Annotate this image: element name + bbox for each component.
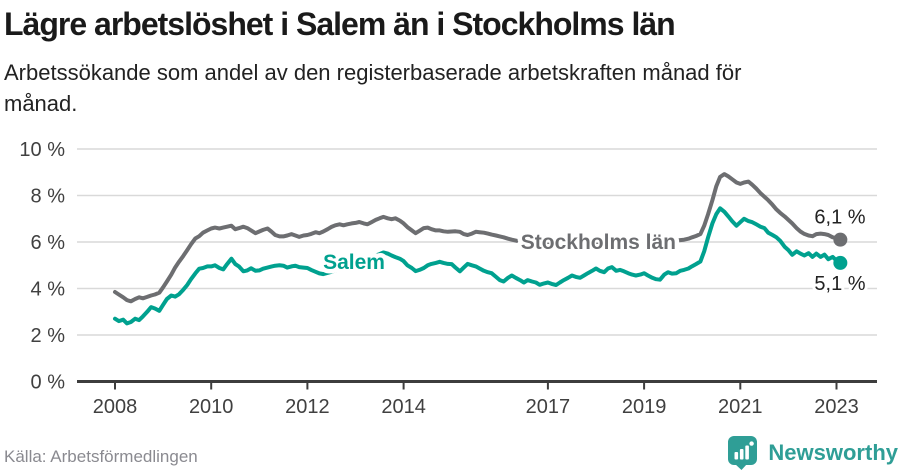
x-axis-tick-label: 2019 — [622, 396, 667, 418]
newsworthy-brand-name: Newsworthy — [768, 439, 898, 465]
x-axis-tick-label: 2021 — [718, 396, 763, 418]
series-line-salem — [113, 206, 843, 326]
series-label-stockholms-lan: Stockholms län — [521, 231, 676, 254]
end-value-label-salem: 5,1 % — [814, 273, 865, 295]
x-axis-tick-label: 2023 — [814, 396, 859, 418]
end-dot-stockholms-lan — [833, 232, 848, 247]
newsworthy-brand: Newsworthy — [727, 435, 898, 470]
x-axis-tick-label: 2008 — [93, 396, 138, 418]
chart-subtitle: Arbetssökande som andel av den registerb… — [4, 59, 742, 117]
series-line-stockholms-lan — [113, 172, 843, 304]
x-axis-tick-label: 2017 — [526, 396, 571, 418]
y-axis-tick-label: 2 % — [31, 325, 66, 347]
y-axis-tick-label: 8 % — [31, 186, 66, 208]
x-axis-tick-label: 2012 — [285, 396, 330, 418]
x-axis-tick-label: 2010 — [189, 396, 234, 418]
x-axis-tick-label: 2014 — [381, 396, 426, 418]
source-note: Källa: Arbetsförmedlingen — [4, 447, 198, 466]
end-dot-salem — [833, 255, 848, 270]
y-axis-tick-label: 0 % — [31, 372, 66, 394]
y-axis-tick-label: 10 % — [19, 139, 65, 161]
chart-header: Lägre arbetslöshet i Salem än i Stockhol… — [4, 6, 884, 119]
y-axis-tick-label: 6 % — [31, 232, 66, 254]
series-label-salem: Salem — [323, 251, 385, 274]
end-value-label-stockholms-lan: 6,1 % — [814, 207, 865, 229]
newsworthy-logo-icon — [728, 436, 758, 470]
page-title: Lägre arbetslöshet i Salem än i Stockhol… — [4, 6, 676, 42]
y-axis-tick-label: 4 % — [31, 279, 66, 301]
